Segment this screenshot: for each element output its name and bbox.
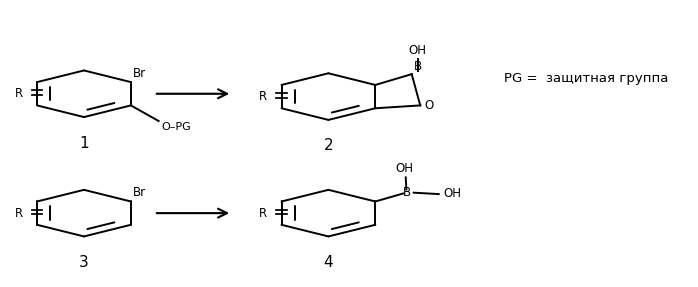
Text: OH: OH bbox=[443, 187, 461, 200]
Text: R: R bbox=[15, 87, 22, 100]
Text: B: B bbox=[403, 186, 411, 199]
Text: 1: 1 bbox=[79, 135, 89, 151]
Text: R: R bbox=[259, 207, 267, 220]
Text: R: R bbox=[15, 207, 22, 220]
Text: O–PG: O–PG bbox=[161, 122, 191, 132]
Text: Br: Br bbox=[133, 186, 146, 199]
Text: PG =  защитная группа: PG = защитная группа bbox=[503, 72, 668, 85]
Text: R: R bbox=[259, 90, 267, 103]
Text: 3: 3 bbox=[79, 255, 89, 270]
Text: Br: Br bbox=[133, 67, 146, 80]
Text: 2: 2 bbox=[324, 138, 333, 153]
Text: OH: OH bbox=[408, 44, 426, 57]
Text: OH: OH bbox=[395, 162, 413, 175]
Text: B: B bbox=[415, 60, 422, 73]
Text: O: O bbox=[424, 99, 433, 112]
Text: 4: 4 bbox=[324, 255, 333, 270]
